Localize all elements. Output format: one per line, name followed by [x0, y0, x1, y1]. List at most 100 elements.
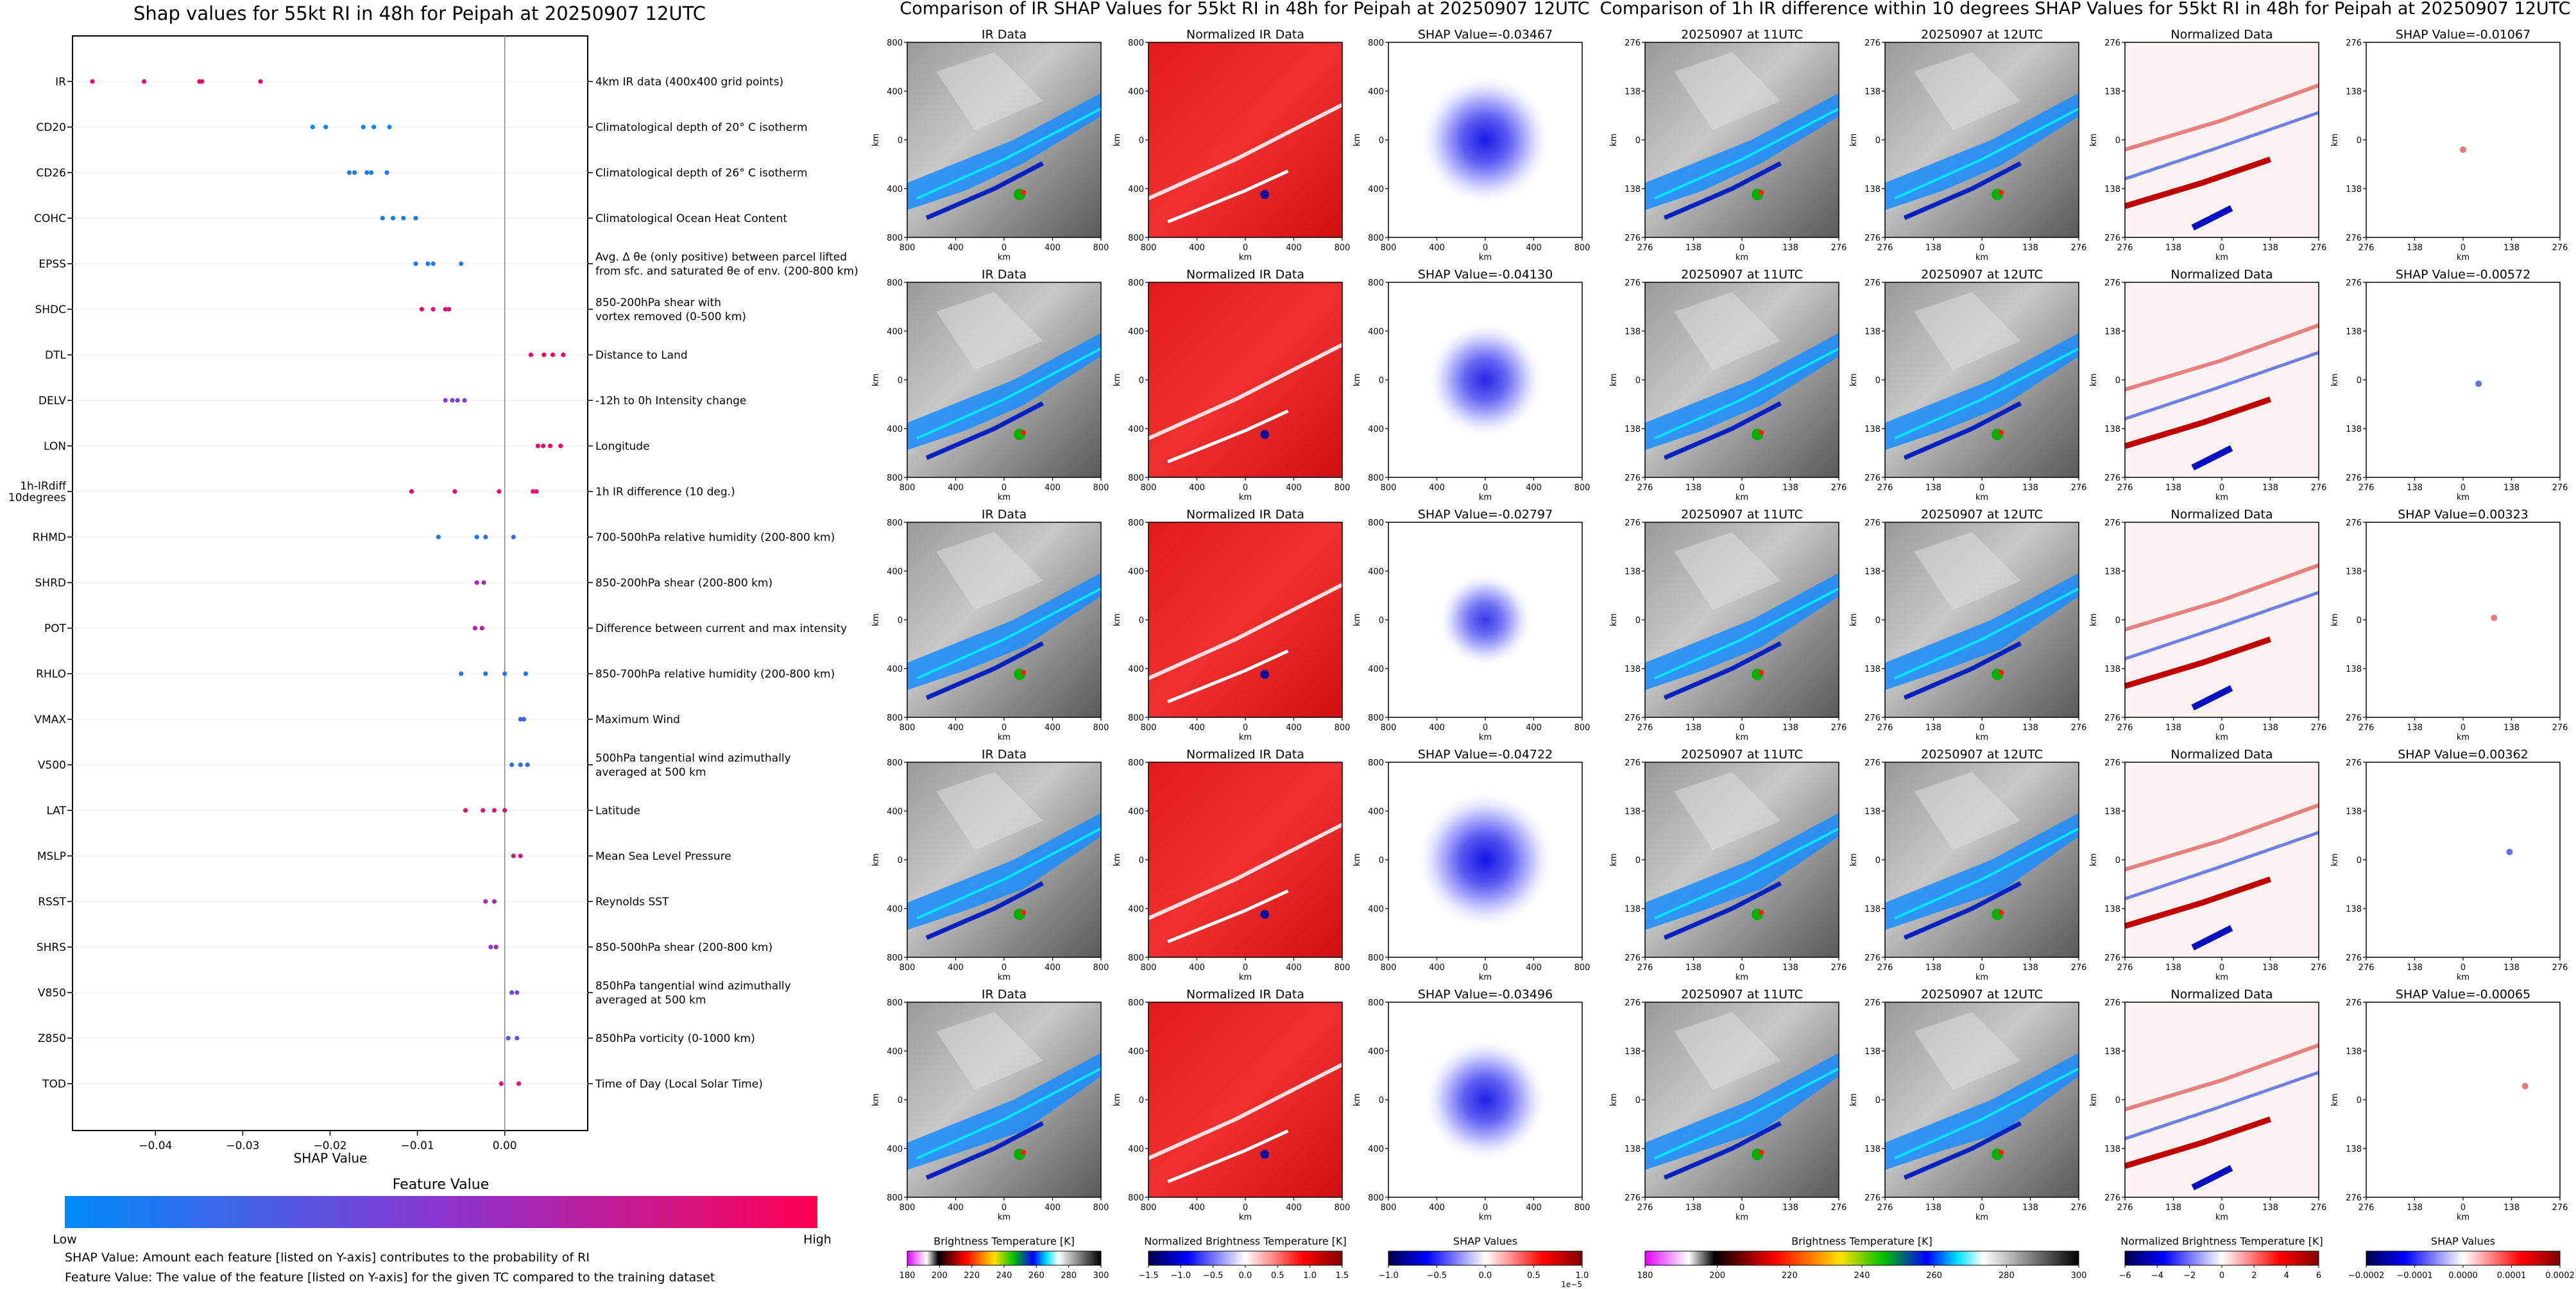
x-tick-label: 800: [1574, 723, 1591, 733]
y-tick-label: 400: [887, 185, 903, 194]
shap-point: [481, 808, 486, 813]
x-tick-label: 276: [2071, 723, 2087, 733]
diff-bt-colorbar-tick: 240: [1854, 1271, 1870, 1281]
feature-description: 850-200hPa shear (200-800 km): [595, 577, 772, 590]
x-tick-label: 0: [2461, 963, 2466, 973]
y-tick-label: 276: [2104, 234, 2120, 243]
x-axis-unit: km: [2457, 253, 2469, 262]
y-tick-label: 400: [1368, 807, 1384, 817]
diff-norm-colorbar-tick: −2: [2183, 1271, 2196, 1281]
x-tick-label: 0: [2461, 483, 2466, 493]
x-tick-label: 400: [948, 1203, 964, 1213]
y-tick-label: 800: [1368, 234, 1384, 243]
shap-point: [455, 398, 460, 403]
y-tick-label: 138: [2104, 185, 2120, 194]
y-tick-label: 138: [1625, 87, 1641, 97]
feature-description: Difference between current and max inten…: [595, 622, 847, 635]
y-axis-unit: km: [1352, 853, 1362, 866]
shap-point: [387, 124, 392, 130]
x-tick-label: 800: [1574, 1203, 1591, 1213]
feature-description: Maximum Wind: [595, 713, 680, 726]
x-tick-label: 276: [2358, 723, 2375, 733]
shap-point: [401, 216, 406, 221]
y-tick-label: 138: [2346, 1145, 2362, 1154]
x-axis-unit: km: [1975, 253, 1988, 262]
x-tick-label: 400: [1526, 483, 1542, 493]
feature-description: Avg. Δ θe (only positive) between parcel…: [595, 251, 847, 264]
y-tick-label: 276: [1864, 38, 1881, 48]
x-axis-label: SHAP Value: [294, 1150, 368, 1166]
feature-label: COHC: [34, 212, 66, 225]
x-tick-label: −0.03: [226, 1140, 259, 1152]
x-tick-label: 138: [1782, 483, 1798, 493]
diff-bt-colorbar-tick: 280: [1999, 1271, 2015, 1281]
x-tick-label: 400: [1429, 1203, 1445, 1213]
y-tick-label: 0: [2357, 136, 2362, 146]
x-tick-label: 0: [2219, 723, 2224, 733]
x-tick-label: 800: [1093, 243, 1109, 253]
y-axis-unit: km: [1352, 613, 1362, 626]
x-axis-unit: km: [2215, 1213, 2228, 1222]
y-tick-label: 800: [887, 953, 903, 963]
x-tick-label: 276: [2358, 483, 2375, 493]
x-tick-label: 276: [2071, 963, 2087, 973]
y-tick-label: 400: [887, 1047, 903, 1057]
x-axis-unit: km: [2457, 493, 2469, 502]
y-tick-label: 800: [1368, 713, 1384, 723]
y-axis-unit: km: [871, 1093, 881, 1106]
y-tick-label: 0: [1875, 136, 1881, 146]
x-axis-unit: km: [2457, 1213, 2469, 1222]
y-tick-label: 276: [2104, 713, 2120, 723]
y-tick-label: 138: [2104, 807, 2120, 817]
ir-shap-colorbar-label: SHAP Values: [1453, 1235, 1517, 1247]
y-tick-label: 138: [2346, 87, 2362, 97]
shap-point: [443, 398, 448, 403]
x-tick-label: 800: [1335, 243, 1351, 253]
x-tick-label: 276: [2552, 1203, 2568, 1213]
y-tick-label: 400: [887, 567, 903, 577]
x-tick-label: 400: [948, 243, 964, 253]
subplot-title: 20250907 at 12UTC: [1921, 747, 2043, 762]
feature-rows: IR 4km IR data (400x400 grid points) CD20 C…: [8, 36, 858, 1131]
y-tick-label: 0: [1379, 376, 1384, 386]
x-axis-unit: km: [998, 493, 1011, 502]
ir-norm-colorbar-tick: 0.0: [1239, 1271, 1252, 1281]
shap-point: [409, 489, 414, 494]
x-axis-unit: km: [2457, 733, 2469, 742]
shap-point: [502, 808, 508, 813]
x-tick-label: 276: [1877, 483, 1893, 493]
y-tick-label: 0: [1635, 1096, 1641, 1105]
subplot-title: SHAP Value=0.00362: [2398, 747, 2529, 762]
x-tick-label: 400: [948, 483, 964, 493]
y-tick-label: 400: [1128, 1145, 1144, 1154]
y-axis-unit: km: [1609, 853, 1619, 866]
x-tick-label: 138: [1925, 1203, 1941, 1213]
x-tick-label: 0: [1002, 243, 1007, 253]
x-tick-label: 400: [1189, 483, 1205, 493]
shap-point: [522, 717, 527, 722]
y-tick-label: 800: [1368, 278, 1384, 288]
shap-point: [431, 261, 436, 266]
x-tick-label: 400: [1429, 963, 1445, 973]
x-tick-label: 138: [2165, 963, 2181, 973]
colorbar-low: Low: [53, 1233, 76, 1247]
y-tick-label: 400: [1368, 327, 1384, 337]
feature-label: CD20: [36, 121, 66, 134]
x-tick-label: 138: [1782, 243, 1798, 253]
x-tick-label: 800: [1381, 723, 1397, 733]
x-tick-label: 0: [1243, 483, 1248, 493]
x-tick-label: 800: [1381, 1203, 1397, 1213]
x-tick-label: −0.04: [139, 1140, 172, 1152]
x-tick-label: 276: [1637, 963, 1653, 973]
x-tick-label: 800: [1093, 963, 1109, 973]
x-tick-label: 276: [1877, 1203, 1893, 1213]
y-tick-label: 138: [2104, 905, 2120, 914]
x-tick-label: 0: [1979, 1203, 1984, 1213]
y-axis-unit: km: [1113, 1093, 1122, 1106]
y-tick-label: 138: [2104, 567, 2120, 577]
y-tick-label: 400: [1368, 665, 1384, 674]
x-tick-label: 138: [2165, 1203, 2181, 1213]
subplot-title: Normalized Data: [2171, 28, 2273, 42]
diff-bt-colorbar-tick: 200: [1709, 1271, 1725, 1281]
x-axis-unit: km: [1239, 733, 1252, 742]
